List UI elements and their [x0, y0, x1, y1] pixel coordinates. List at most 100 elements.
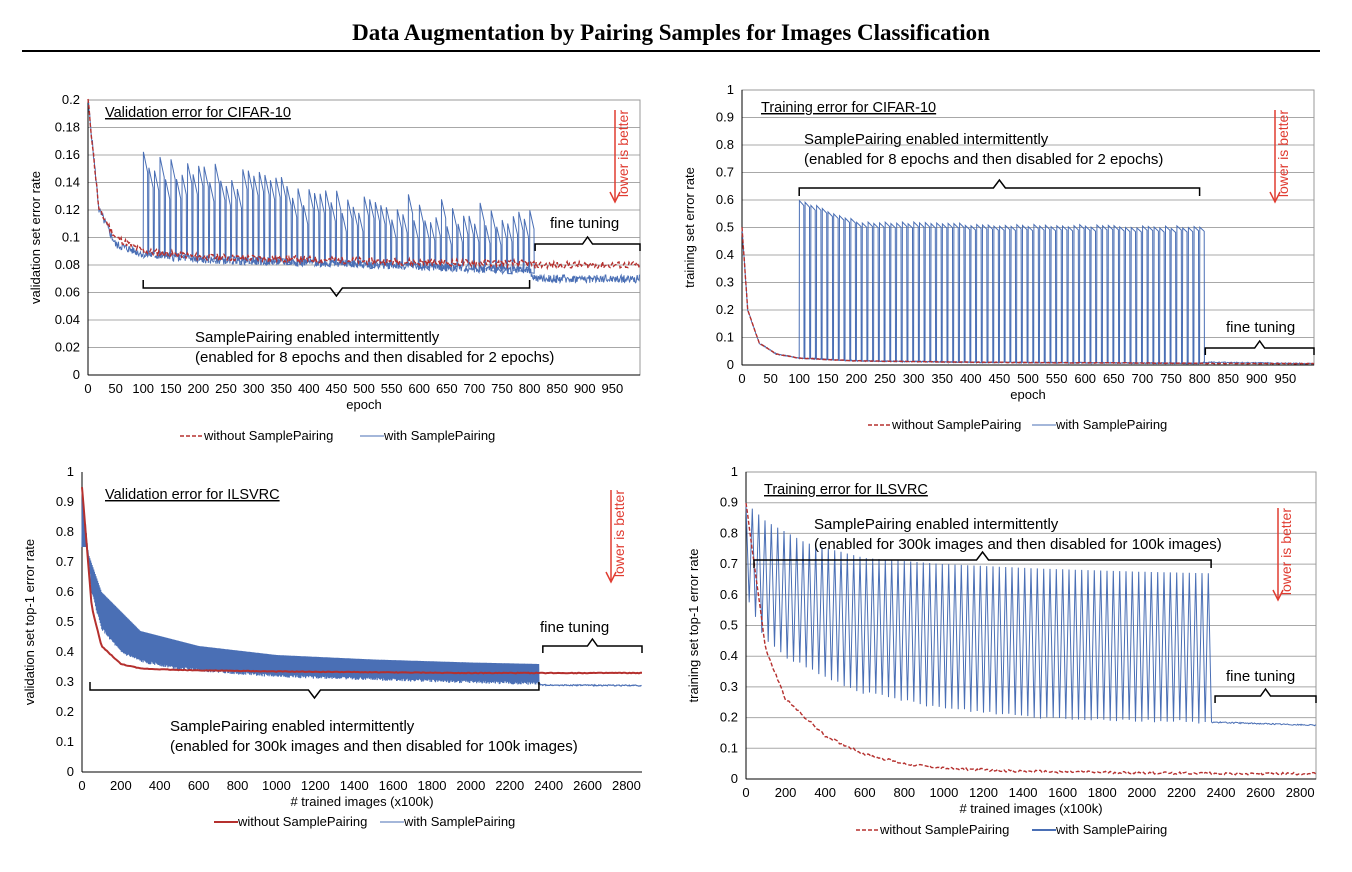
x-tick-label: 1800: [418, 778, 447, 793]
x-tick-label: 1600: [1048, 785, 1077, 800]
panel-title: Validation error for ILSVRC: [105, 487, 280, 503]
x-tick-label: 100: [788, 371, 810, 386]
x-tick-label: 800: [519, 381, 541, 396]
x-tick-label: 2200: [495, 778, 524, 793]
x-tick-label: 250: [215, 381, 237, 396]
y-tick-label: 0.4: [720, 648, 738, 663]
y-tick-label: 0.9: [720, 495, 738, 510]
x-axis-label: # trained images (x100k): [959, 801, 1102, 816]
legend-label-without: without SamplePairing: [203, 428, 333, 443]
fine-tuning-brace: [1214, 687, 1317, 703]
y-tick-label: 0.04: [55, 312, 80, 327]
lower-arrow-head: [1269, 191, 1281, 204]
x-tick-label: 400: [298, 381, 320, 396]
x-axis-label: # trained images (x100k): [290, 794, 433, 809]
y-tick-label: 0.14: [55, 175, 80, 190]
x-tick-label: 650: [1103, 371, 1125, 386]
y-tick-label: 0.7: [716, 165, 734, 180]
y-tick-label: 0.5: [56, 614, 74, 629]
samplepairing-brace: [798, 178, 1201, 196]
lower-is-better-label: lower is better: [615, 110, 631, 197]
chart-cifar-training: 0 0.1 0.2 0.3 0.4 0.5 0.6 0.7 0.8 0.9 1 0 50 100 150 20…: [682, 82, 1315, 432]
lower-is-better-label: lower is better: [1275, 110, 1291, 197]
samplepairing-label: SamplePairing enabled intermittently: [804, 131, 1049, 148]
x-tick-label: 2800: [1286, 785, 1315, 800]
x-tick-label: 1200: [969, 785, 998, 800]
x-tick-label: 0: [84, 381, 91, 396]
samplepairing-label: SamplePairing enabled intermittently: [814, 516, 1059, 533]
x-tick-label: 800: [893, 785, 915, 800]
y-tick-label: 0.12: [55, 202, 80, 217]
x-tick-label: 200: [110, 778, 132, 793]
samplepairing-brace: [753, 550, 1212, 568]
y-tick-label: 0.06: [55, 285, 80, 300]
fine-tuning-label: fine tuning: [1226, 319, 1295, 336]
fine-tuning-brace: [542, 637, 643, 653]
series-without-samplepairing: [745, 502, 1317, 776]
y-axis-label: validation set top-1 error rate: [22, 539, 37, 705]
x-tick-label: 150: [817, 371, 839, 386]
samplepairing-brace: [142, 280, 531, 298]
chart-cifar-validation: 0 0.02 0.04 0.06 0.08 0.1 0.12 0.14 0.16 0.18 0.2 0…: [28, 92, 641, 443]
x-tick-label: 2200: [1167, 785, 1196, 800]
y-tick-label: 0.7: [720, 556, 738, 571]
x-tick-label: 750: [491, 381, 513, 396]
x-tick-label: 0: [738, 371, 745, 386]
x-tick-label: 1200: [301, 778, 330, 793]
y-tick-label: 0.7: [56, 554, 74, 569]
x-tick-label: 950: [602, 381, 624, 396]
series-with-samplepairing: [81, 490, 642, 687]
x-tick-label: 550: [1046, 371, 1068, 386]
chart-ilsvrc-validation: 0 0.1 0.2 0.3 0.4 0.5 0.6 0.7 0.8 0.9 1 0 200 400 600 8…: [22, 464, 643, 829]
y-tick-label: 0.5: [720, 618, 738, 633]
x-tick-label: 750: [1160, 371, 1182, 386]
x-tick-label: 2400: [534, 778, 563, 793]
y-tick-label: 0.4: [56, 644, 74, 659]
series-without-samplepairing: [81, 487, 642, 675]
fine-tuning-brace: [534, 235, 641, 251]
x-tick-label: 900: [574, 381, 596, 396]
x-tick-label: 1800: [1088, 785, 1117, 800]
x-tick-label: 2000: [456, 778, 485, 793]
x-tick-label: 600: [408, 381, 430, 396]
samplepairing-label: SamplePairing enabled intermittently: [170, 718, 415, 735]
page-title: Data Augmentation by Pairing Samples for…: [352, 20, 990, 45]
x-axis-label: epoch: [346, 397, 381, 412]
y-tick-label: 0.4: [716, 247, 734, 262]
y-tick-label: 0.6: [720, 587, 738, 602]
title-rule: [22, 50, 1320, 52]
y-tick-label: 0.3: [720, 679, 738, 694]
x-tick-label: 1600: [379, 778, 408, 793]
y-tick-label: 0.1: [62, 230, 80, 245]
x-tick-label: 350: [931, 371, 953, 386]
x-tick-label: 500: [353, 381, 375, 396]
y-tick-label: 0.18: [55, 120, 80, 135]
legend-label-with: with SamplePairing: [383, 428, 495, 443]
y-tick-label: 0.3: [56, 674, 74, 689]
fine-tuning-label: fine tuning: [540, 619, 609, 636]
x-tick-label: 150: [160, 381, 182, 396]
lower-is-better-label: lower is better: [611, 490, 627, 577]
y-tick-label: 0.8: [716, 137, 734, 152]
x-tick-label: 650: [436, 381, 458, 396]
panel-title: Training error for CIFAR-10: [761, 100, 936, 116]
y-tick-label: 0.5: [716, 220, 734, 235]
samplepairing-detail: (enabled for 300k images and then disabl…: [170, 738, 578, 755]
y-tick-label: 0.1: [720, 740, 738, 755]
y-tick-label: 0: [67, 764, 74, 779]
x-tick-label: 2400: [1207, 785, 1236, 800]
samplepairing-detail: (enabled for 8 epochs and then disabled …: [804, 151, 1163, 168]
x-tick-label: 700: [464, 381, 486, 396]
samplepairing-label: SamplePairing enabled intermittently: [195, 329, 440, 346]
x-tick-label: 1400: [1009, 785, 1038, 800]
x-tick-label: 400: [960, 371, 982, 386]
y-tick-label: 0.1: [56, 734, 74, 749]
chart-ilsvrc-training: 0 0.1 0.2 0.3 0.4 0.5 0.6 0.7 0.8 0.9 1 0 200 400 600 8…: [686, 464, 1317, 837]
samplepairing-brace: [89, 682, 540, 700]
x-tick-label: 450: [326, 381, 348, 396]
legend-label-with: with SamplePairing: [1055, 822, 1167, 837]
x-tick-label: 950: [1275, 371, 1297, 386]
y-tick-label: 0.16: [55, 147, 80, 162]
y-tick-label: 0.8: [720, 525, 738, 540]
x-tick-label: 2600: [573, 778, 602, 793]
